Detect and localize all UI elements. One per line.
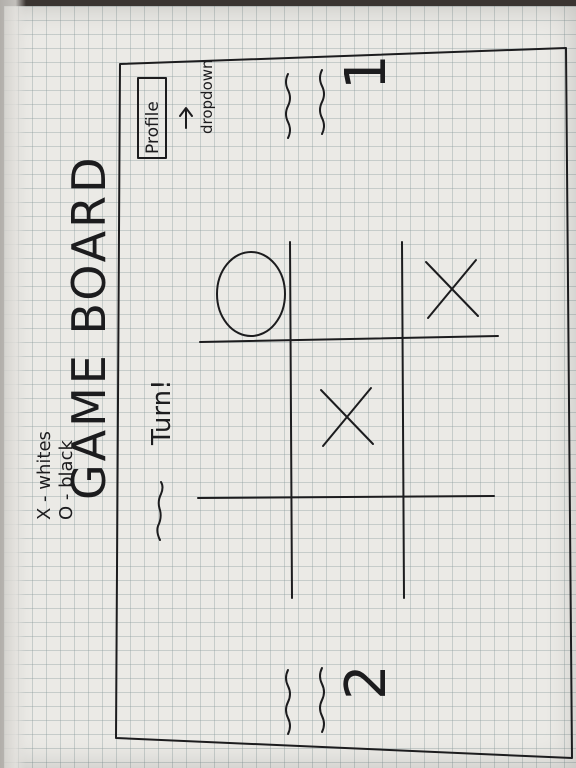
player1-number: 1 — [334, 54, 399, 90]
x-mark — [425, 259, 479, 319]
screen-frame — [115, 47, 573, 759]
profile-button-label: Profile — [143, 101, 163, 154]
notebook-binding — [0, 0, 26, 768]
arrow-up-icon — [179, 107, 193, 129]
player-name-squiggle — [156, 481, 164, 541]
x-mark — [320, 387, 374, 447]
board-cell-0-2[interactable] — [216, 251, 286, 337]
profile-button[interactable]: Profile — [137, 77, 167, 159]
dropdown-label: dropdown — [198, 59, 216, 134]
page-title: GAME BOARD — [62, 155, 116, 501]
player1-name-squiggle — [285, 73, 291, 139]
grid-line-h1 — [199, 335, 499, 343]
board-cell-1-1[interactable] — [320, 387, 374, 447]
legend-line-x: X - whites — [34, 431, 55, 520]
grid-line-v1 — [289, 241, 293, 599]
board-cell-2-2[interactable] — [425, 259, 479, 319]
turn-label: Turn! — [147, 379, 177, 446]
player2-score-squiggle — [319, 667, 325, 733]
player1-score-squiggle — [319, 69, 325, 135]
turn-indicator: Turn! — [147, 379, 177, 541]
player2-number: 2 — [334, 664, 399, 700]
player2-name-squiggle — [285, 669, 291, 735]
tic-tac-toe-grid — [197, 241, 499, 599]
player2-info: 2 — [285, 664, 399, 735]
profile-button-border — [137, 77, 167, 159]
grid-line-h2 — [197, 495, 495, 499]
grid-line-v2 — [401, 241, 405, 599]
legend-line-o: O - black — [56, 440, 77, 520]
legend-note: X - whites O - black — [34, 431, 77, 520]
player1-info: 1 — [285, 54, 399, 139]
o-mark — [216, 251, 286, 337]
dropdown-annotation: dropdown — [179, 59, 216, 134]
board-cells — [216, 251, 479, 447]
title-text: GAME BOARD — [62, 155, 116, 501]
